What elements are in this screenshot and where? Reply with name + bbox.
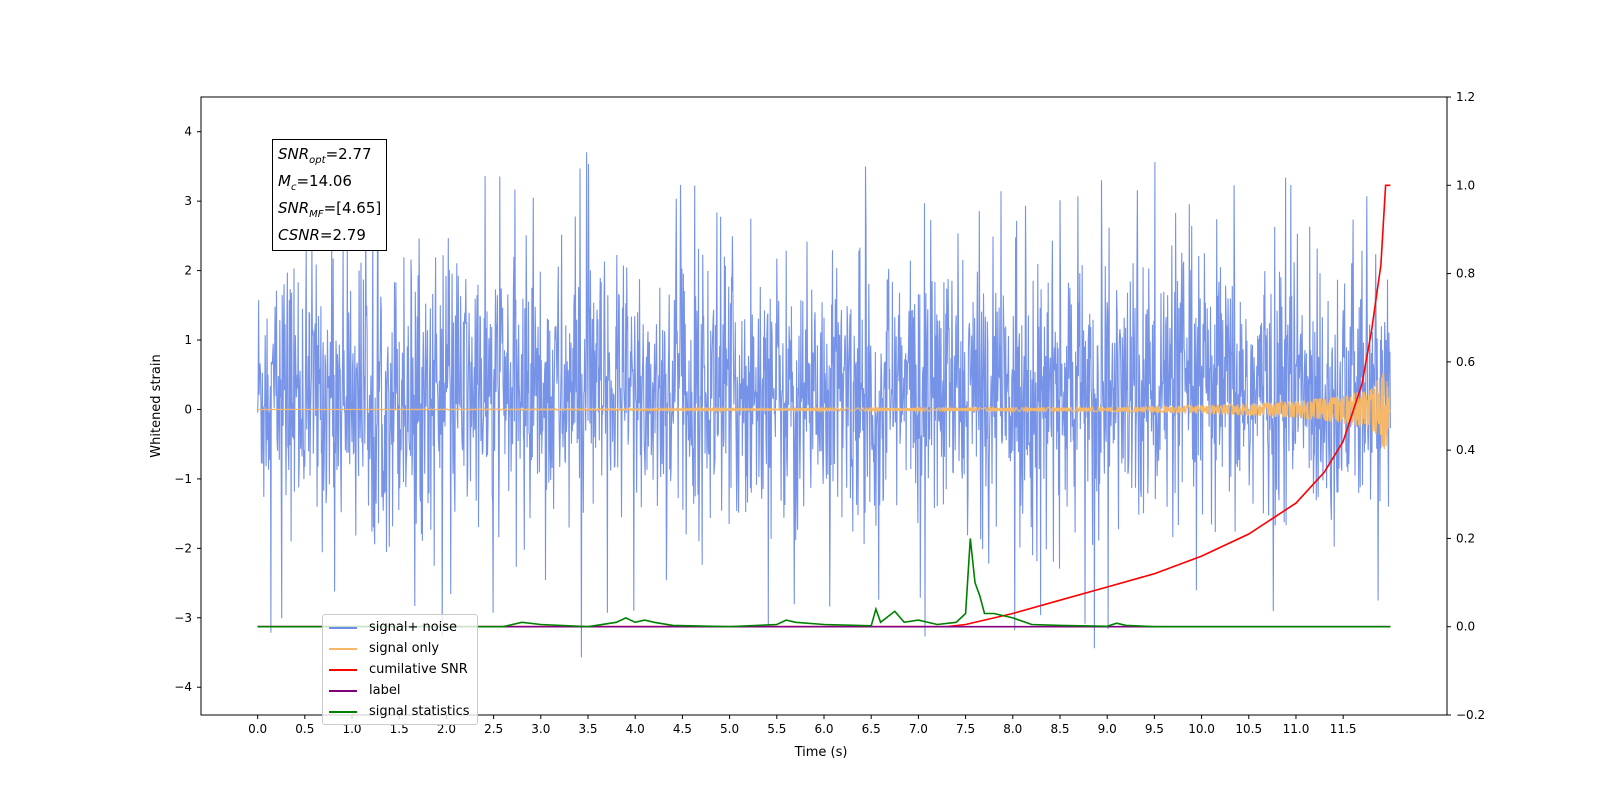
y-tick-label: −1	[174, 472, 192, 486]
stats-symbol: CSNR	[278, 226, 320, 244]
y-tick-label: 3	[184, 194, 192, 208]
signal-only-line	[257, 372, 1391, 450]
legend-swatch	[329, 647, 357, 650]
x-tick-label: 2.0	[437, 722, 456, 736]
x-tick-label: 1.5	[390, 722, 409, 736]
series-signal-noise	[257, 152, 1391, 658]
stats-row: Mc=14.06	[278, 171, 381, 198]
x-tick-label: 9.5	[1145, 722, 1164, 736]
stats-symbol: M	[278, 172, 291, 190]
x-axis: 0.0 0.5 1.0 1.5 2.0 2.5 3.0 3.5 4.0 4.5 5.0 5.5 6.0 6…	[248, 715, 1357, 736]
stats-row: SNRopt=2.77	[278, 144, 381, 171]
stats-row: CSNR=2.79	[278, 225, 381, 245]
x-tick-label: 11.0	[1283, 722, 1310, 736]
stats-subscript: c	[290, 182, 297, 193]
x-axis-label: Time (s)	[794, 745, 848, 760]
stats-symbol: SNR	[278, 199, 310, 217]
y-tick-label: −4	[174, 680, 192, 694]
y-axis-left: −4 −3 −2 −1 0 1 2 3 4	[174, 125, 201, 694]
series-signal-statistics	[257, 538, 1391, 628]
x-tick-label: 8.0	[1003, 722, 1022, 736]
y2-tick-label: −0.2	[1456, 708, 1485, 722]
y2-tick-label: 1.0	[1456, 178, 1475, 192]
x-tick-label: 3.0	[531, 722, 550, 736]
stats-subscript: opt	[309, 155, 326, 166]
cumulative-snr-line	[257, 184, 1391, 628]
legend-swatch	[329, 668, 357, 671]
x-tick-label: 6.5	[862, 722, 881, 736]
legend-swatch	[329, 689, 357, 692]
y-tick-label: 1	[184, 333, 192, 347]
x-tick-label: 5.5	[767, 722, 786, 736]
legend-item: signal+ noise	[323, 617, 477, 638]
y2-tick-label: 0.0	[1456, 620, 1475, 634]
legend-item: cumilative SNR	[323, 659, 477, 680]
x-tick-label: 2.5	[484, 722, 503, 736]
y-axis-label: Whitened strain	[149, 354, 164, 457]
x-tick-label: 7.5	[956, 722, 975, 736]
x-tick-label: 1.0	[342, 722, 361, 736]
x-tick-label: 10.0	[1188, 722, 1215, 736]
x-tick-label: 9.0	[1098, 722, 1117, 736]
legend-swatch	[329, 626, 357, 629]
y-tick-label: 0	[184, 402, 192, 416]
stats-symbol: SNR	[278, 145, 310, 163]
x-tick-label: 0.0	[248, 722, 267, 736]
series-signal-only	[257, 372, 1391, 450]
y2-tick-label: 0.8	[1456, 267, 1475, 281]
x-tick-label: 10.5	[1235, 722, 1262, 736]
x-tick-label: 5.0	[720, 722, 739, 736]
y-tick-label: −3	[174, 611, 192, 625]
legend-label: signal only	[369, 641, 440, 656]
y-tick-label: 2	[184, 264, 192, 278]
stats-annotation-box: SNRopt=2.77 Mc=14.06 SNRMF=[4.65] CSNR=2.79	[272, 139, 388, 251]
legend-label: cumilative SNR	[369, 662, 468, 677]
x-tick-label: 4.0	[626, 722, 645, 736]
series-cumulative-snr	[257, 184, 1391, 628]
x-tick-label: 3.5	[578, 722, 597, 736]
y2-tick-label: 0.2	[1456, 531, 1475, 545]
stats-subscript: MF	[309, 209, 324, 220]
x-tick-label: 11.5	[1330, 722, 1357, 736]
y2-tick-label: 0.6	[1456, 355, 1475, 369]
stats-value: =2.77	[325, 145, 372, 163]
y2-tick-label: 1.2	[1456, 90, 1475, 104]
stats-value: =[4.65]	[323, 199, 382, 217]
legend: signal+ noise signal only cumilative SNR la…	[322, 614, 478, 725]
x-tick-label: 0.5	[295, 722, 314, 736]
stats-value: =2.79	[319, 226, 366, 244]
stats-value: =14.06	[296, 172, 352, 190]
signal-statistics-line	[257, 538, 1391, 628]
legend-item: label	[323, 680, 477, 701]
legend-swatch	[329, 710, 357, 713]
legend-label: signal+ noise	[369, 620, 458, 635]
y-tick-label: −2	[174, 541, 192, 555]
x-tick-label: 4.5	[673, 722, 692, 736]
y-tick-label: 4	[184, 125, 192, 139]
legend-item: signal only	[323, 638, 477, 659]
y-axis-right: −0.2 0.0 0.2 0.4 0.6 0.8 1.0 1.2	[1447, 90, 1485, 722]
legend-label: signal statistics	[369, 704, 470, 719]
x-tick-label: 7.0	[909, 722, 928, 736]
legend-item: signal statistics	[323, 701, 477, 722]
stats-row: SNRMF=[4.65]	[278, 198, 381, 225]
legend-label: label	[369, 683, 401, 698]
signal-noise-line	[257, 152, 1391, 658]
y2-tick-label: 0.4	[1456, 443, 1475, 457]
x-tick-label: 8.5	[1050, 722, 1069, 736]
x-tick-label: 6.0	[814, 722, 833, 736]
